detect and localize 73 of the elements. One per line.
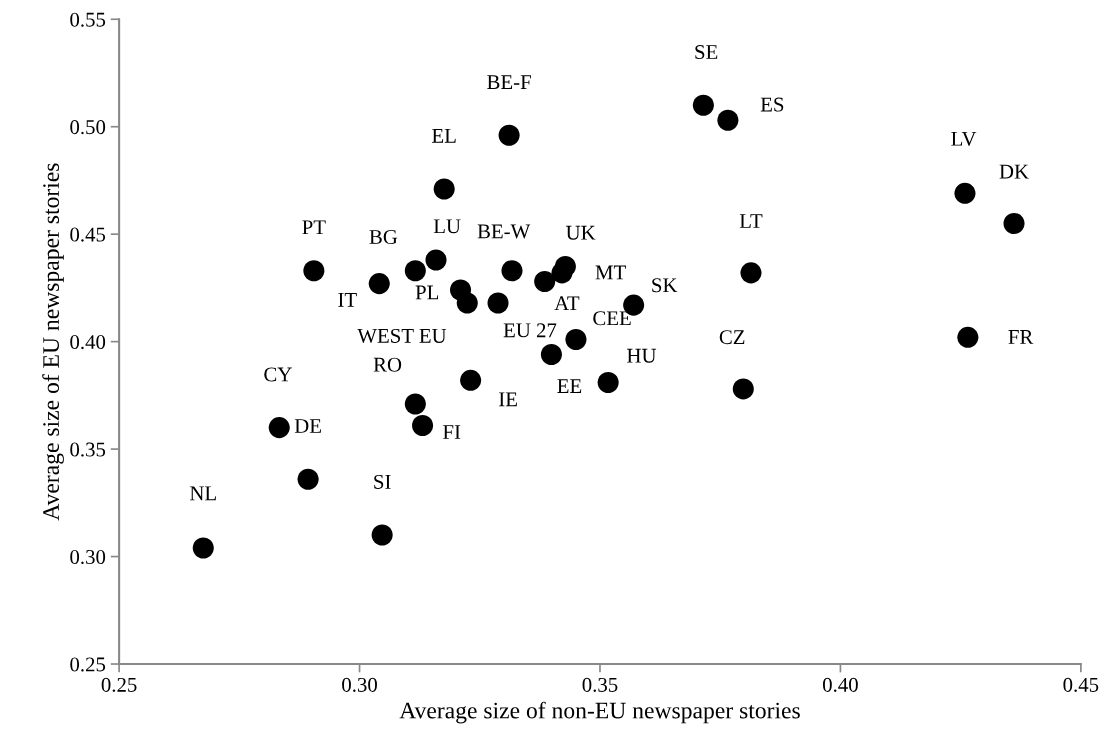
annotation: EL	[432, 129, 456, 143]
annotation: EE	[557, 379, 582, 393]
annotation: LU	[433, 219, 461, 234]
annotation: BE-W	[477, 224, 531, 239]
annotation: RO	[373, 357, 402, 372]
point	[460, 369, 482, 391]
annotation: WEST EU	[357, 328, 447, 343]
point	[433, 178, 455, 200]
point	[501, 260, 523, 282]
point	[717, 109, 739, 131]
x-tick-label: 0.45	[1063, 677, 1099, 692]
point	[297, 468, 319, 490]
point	[498, 124, 520, 146]
x-tick-label: 0.30	[342, 677, 377, 692]
annotation: IT	[338, 293, 357, 307]
annotation: CZ	[719, 330, 745, 345]
y-tick-label: 0.45	[70, 227, 106, 242]
annotation: CEE	[593, 311, 631, 326]
point	[540, 344, 562, 366]
point	[404, 260, 426, 282]
annotation: HU	[627, 348, 657, 363]
annotation: BG	[369, 229, 398, 244]
x-tick-label: 0.40	[822, 677, 858, 692]
point	[957, 326, 979, 348]
annotation: DK	[999, 164, 1029, 179]
annotation: NL	[189, 486, 216, 501]
point	[371, 524, 393, 546]
y-axis-title: Average size of EU newspaper stories	[42, 163, 64, 521]
point	[425, 249, 447, 271]
annotation: EU 27	[503, 323, 557, 338]
point	[740, 262, 762, 284]
y-tick-label: 0.35	[70, 442, 106, 457]
point	[534, 270, 556, 292]
point	[554, 255, 576, 277]
x-tick-label: 0.35	[582, 677, 618, 692]
point	[954, 182, 976, 204]
y-tick-label: 0.55	[70, 12, 106, 27]
annotation: AT	[554, 296, 580, 311]
annotation: FI	[443, 425, 461, 439]
annotation: LT	[739, 214, 763, 228]
annotation: PT	[302, 220, 326, 235]
annotation: LV	[951, 131, 977, 146]
annotation: SK	[652, 278, 678, 293]
point	[268, 417, 290, 439]
point	[412, 414, 434, 436]
point	[368, 273, 390, 295]
y-tick-label: 0.50	[70, 120, 106, 135]
annotation: UK	[566, 225, 596, 240]
annotation: FR	[1008, 330, 1034, 344]
y-tick-label: 0.40	[70, 335, 106, 350]
annotation: DE	[294, 419, 321, 433]
point	[192, 537, 214, 559]
point	[404, 393, 426, 415]
point	[692, 94, 714, 116]
annotation: MT	[595, 265, 626, 280]
y-tick-label: 0.30	[70, 549, 106, 565]
point	[303, 260, 325, 282]
point	[456, 292, 478, 314]
annotation: BE-F	[487, 75, 531, 89]
annotation: IE	[499, 392, 517, 407]
point	[732, 378, 754, 400]
point	[1003, 212, 1025, 234]
y-tick-label: 0.25	[70, 657, 106, 672]
point	[597, 371, 619, 394]
point	[565, 328, 587, 351]
annotation: CY	[264, 367, 292, 382]
annotation: PL	[415, 285, 439, 300]
x-axis-title: Average size of non-EU newspaper stories	[399, 701, 800, 724]
x-tick-label: 0.25	[101, 677, 137, 692]
annotation: SE	[695, 45, 718, 60]
annotation: SI	[374, 474, 391, 489]
point	[487, 292, 509, 314]
annotation: ES	[760, 97, 784, 112]
